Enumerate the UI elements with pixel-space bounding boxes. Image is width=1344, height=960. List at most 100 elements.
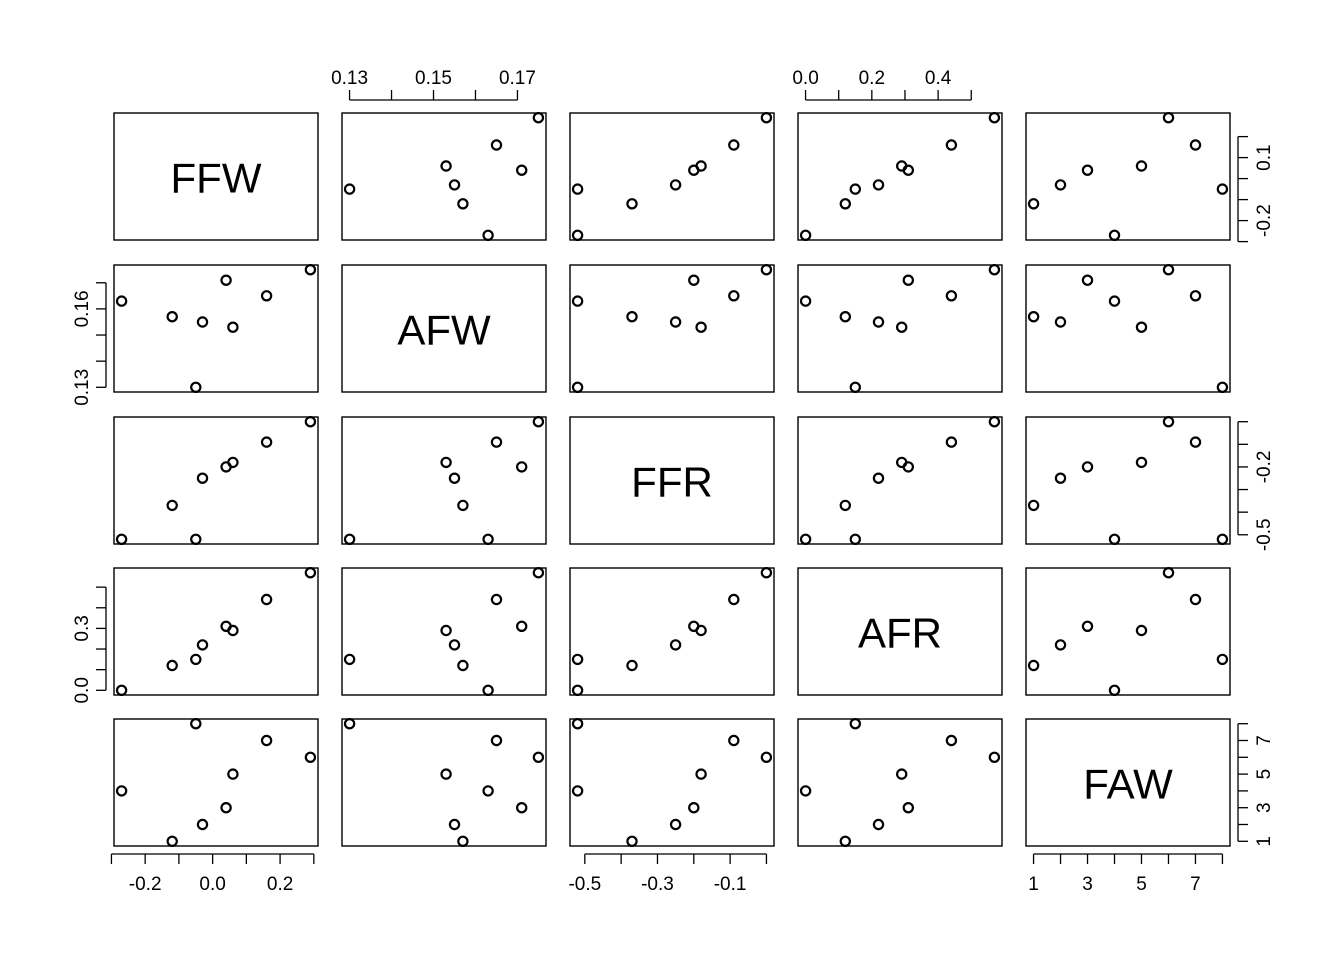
tick-label: 0.2 <box>859 68 885 89</box>
panel-frame <box>113 264 319 393</box>
data-point <box>440 768 452 780</box>
tick-label: -0.3 <box>641 874 674 895</box>
panel-frame <box>797 264 1003 393</box>
data-point <box>260 290 273 302</box>
panel-frame <box>113 567 319 696</box>
data-point <box>669 316 682 328</box>
tick-label: 0.17 <box>499 68 536 89</box>
panel-frame <box>569 718 775 847</box>
data-point <box>1081 164 1094 176</box>
y-axis-right-ffr: -0.5 -0.2 <box>1237 421 1275 551</box>
data-point <box>190 533 202 546</box>
panel-frame <box>1025 718 1231 847</box>
tick-label: -0.5 <box>1254 518 1275 551</box>
data-point <box>1054 472 1067 484</box>
panel-ffr-vs-ffr: FFR <box>569 416 775 545</box>
data-point <box>440 624 452 637</box>
data-point <box>1135 624 1148 637</box>
data-point <box>260 436 273 448</box>
data-point <box>1108 533 1121 546</box>
data-point <box>1135 160 1148 172</box>
data-point <box>516 461 528 473</box>
data-point <box>1189 436 1202 448</box>
tick-label: -0.1 <box>714 874 747 895</box>
panel-frame <box>341 567 547 696</box>
data-point <box>571 229 584 241</box>
data-point <box>190 381 202 393</box>
data-point <box>839 499 852 512</box>
data-point <box>1081 620 1094 633</box>
data-point <box>440 160 452 172</box>
data-point <box>988 111 1001 124</box>
panel-afr-vs-faw <box>1025 567 1231 697</box>
data-point <box>1216 533 1229 546</box>
tick-label: 0.13 <box>331 68 368 89</box>
data-point <box>849 381 862 393</box>
panel-frame <box>797 416 1003 545</box>
data-point <box>571 785 584 797</box>
data-point <box>343 533 356 546</box>
data-point <box>945 734 958 747</box>
data-point <box>902 802 915 814</box>
data-point <box>448 818 461 831</box>
data-point <box>988 751 1001 764</box>
panel-afw-vs-afw: AFW <box>341 264 547 393</box>
data-point <box>849 183 862 195</box>
x-axis-top-afr: 0.0 0.2 0.4 <box>792 68 972 101</box>
tick-label: -0.5 <box>568 874 601 895</box>
panel-frame <box>569 567 775 696</box>
y-axis-left-afr: 0.0 0.3 <box>72 586 107 704</box>
data-point <box>304 751 317 764</box>
data-point <box>728 734 740 747</box>
data-point <box>1162 416 1175 428</box>
data-point <box>532 416 545 428</box>
data-point <box>490 436 503 448</box>
data-point <box>688 802 700 814</box>
data-point <box>1216 653 1229 666</box>
data-point <box>669 818 682 831</box>
panel-frame <box>1025 416 1231 545</box>
data-point <box>1162 567 1175 579</box>
data-point <box>115 785 128 797</box>
panel-afr-vs-ffr <box>569 567 775 697</box>
panel-ffw-vs-ffw: FFW <box>113 112 319 241</box>
data-point <box>1135 321 1148 333</box>
panel-faw-vs-faw: FAW <box>1025 718 1231 847</box>
data-point <box>1081 461 1094 473</box>
data-point <box>448 639 461 651</box>
data-point <box>760 751 773 764</box>
data-point <box>760 111 773 124</box>
panel-afr-vs-afr: AFR <box>797 567 1003 696</box>
data-point <box>196 472 209 484</box>
data-point <box>227 624 239 637</box>
panel-frame <box>341 112 547 241</box>
x-axis-bottom-faw: 1 3 5 7 <box>1028 853 1224 895</box>
data-point <box>760 567 773 579</box>
data-point <box>896 160 908 172</box>
data-point <box>945 436 958 448</box>
tick-label: -0.2 <box>1254 451 1275 484</box>
data-point <box>799 229 812 241</box>
data-point <box>571 718 584 730</box>
data-point <box>490 593 503 606</box>
data-point <box>799 785 812 797</box>
data-point <box>902 274 915 286</box>
panel-frame <box>797 112 1003 241</box>
panel-frame <box>1025 264 1231 393</box>
data-point <box>799 533 812 546</box>
data-point <box>482 533 494 546</box>
data-point <box>516 620 528 633</box>
data-point <box>799 295 812 307</box>
data-point <box>626 835 638 848</box>
data-point <box>457 499 469 512</box>
data-point <box>516 164 528 176</box>
panel-afw-vs-ffr <box>569 264 775 393</box>
data-point <box>260 593 273 606</box>
variable-label-faw: FAW <box>1083 761 1173 808</box>
data-point <box>1081 274 1094 286</box>
panel-faw-vs-afw <box>341 718 547 848</box>
data-point <box>1027 659 1040 672</box>
data-point <box>839 311 852 323</box>
panel-afr-vs-afw <box>341 567 547 697</box>
